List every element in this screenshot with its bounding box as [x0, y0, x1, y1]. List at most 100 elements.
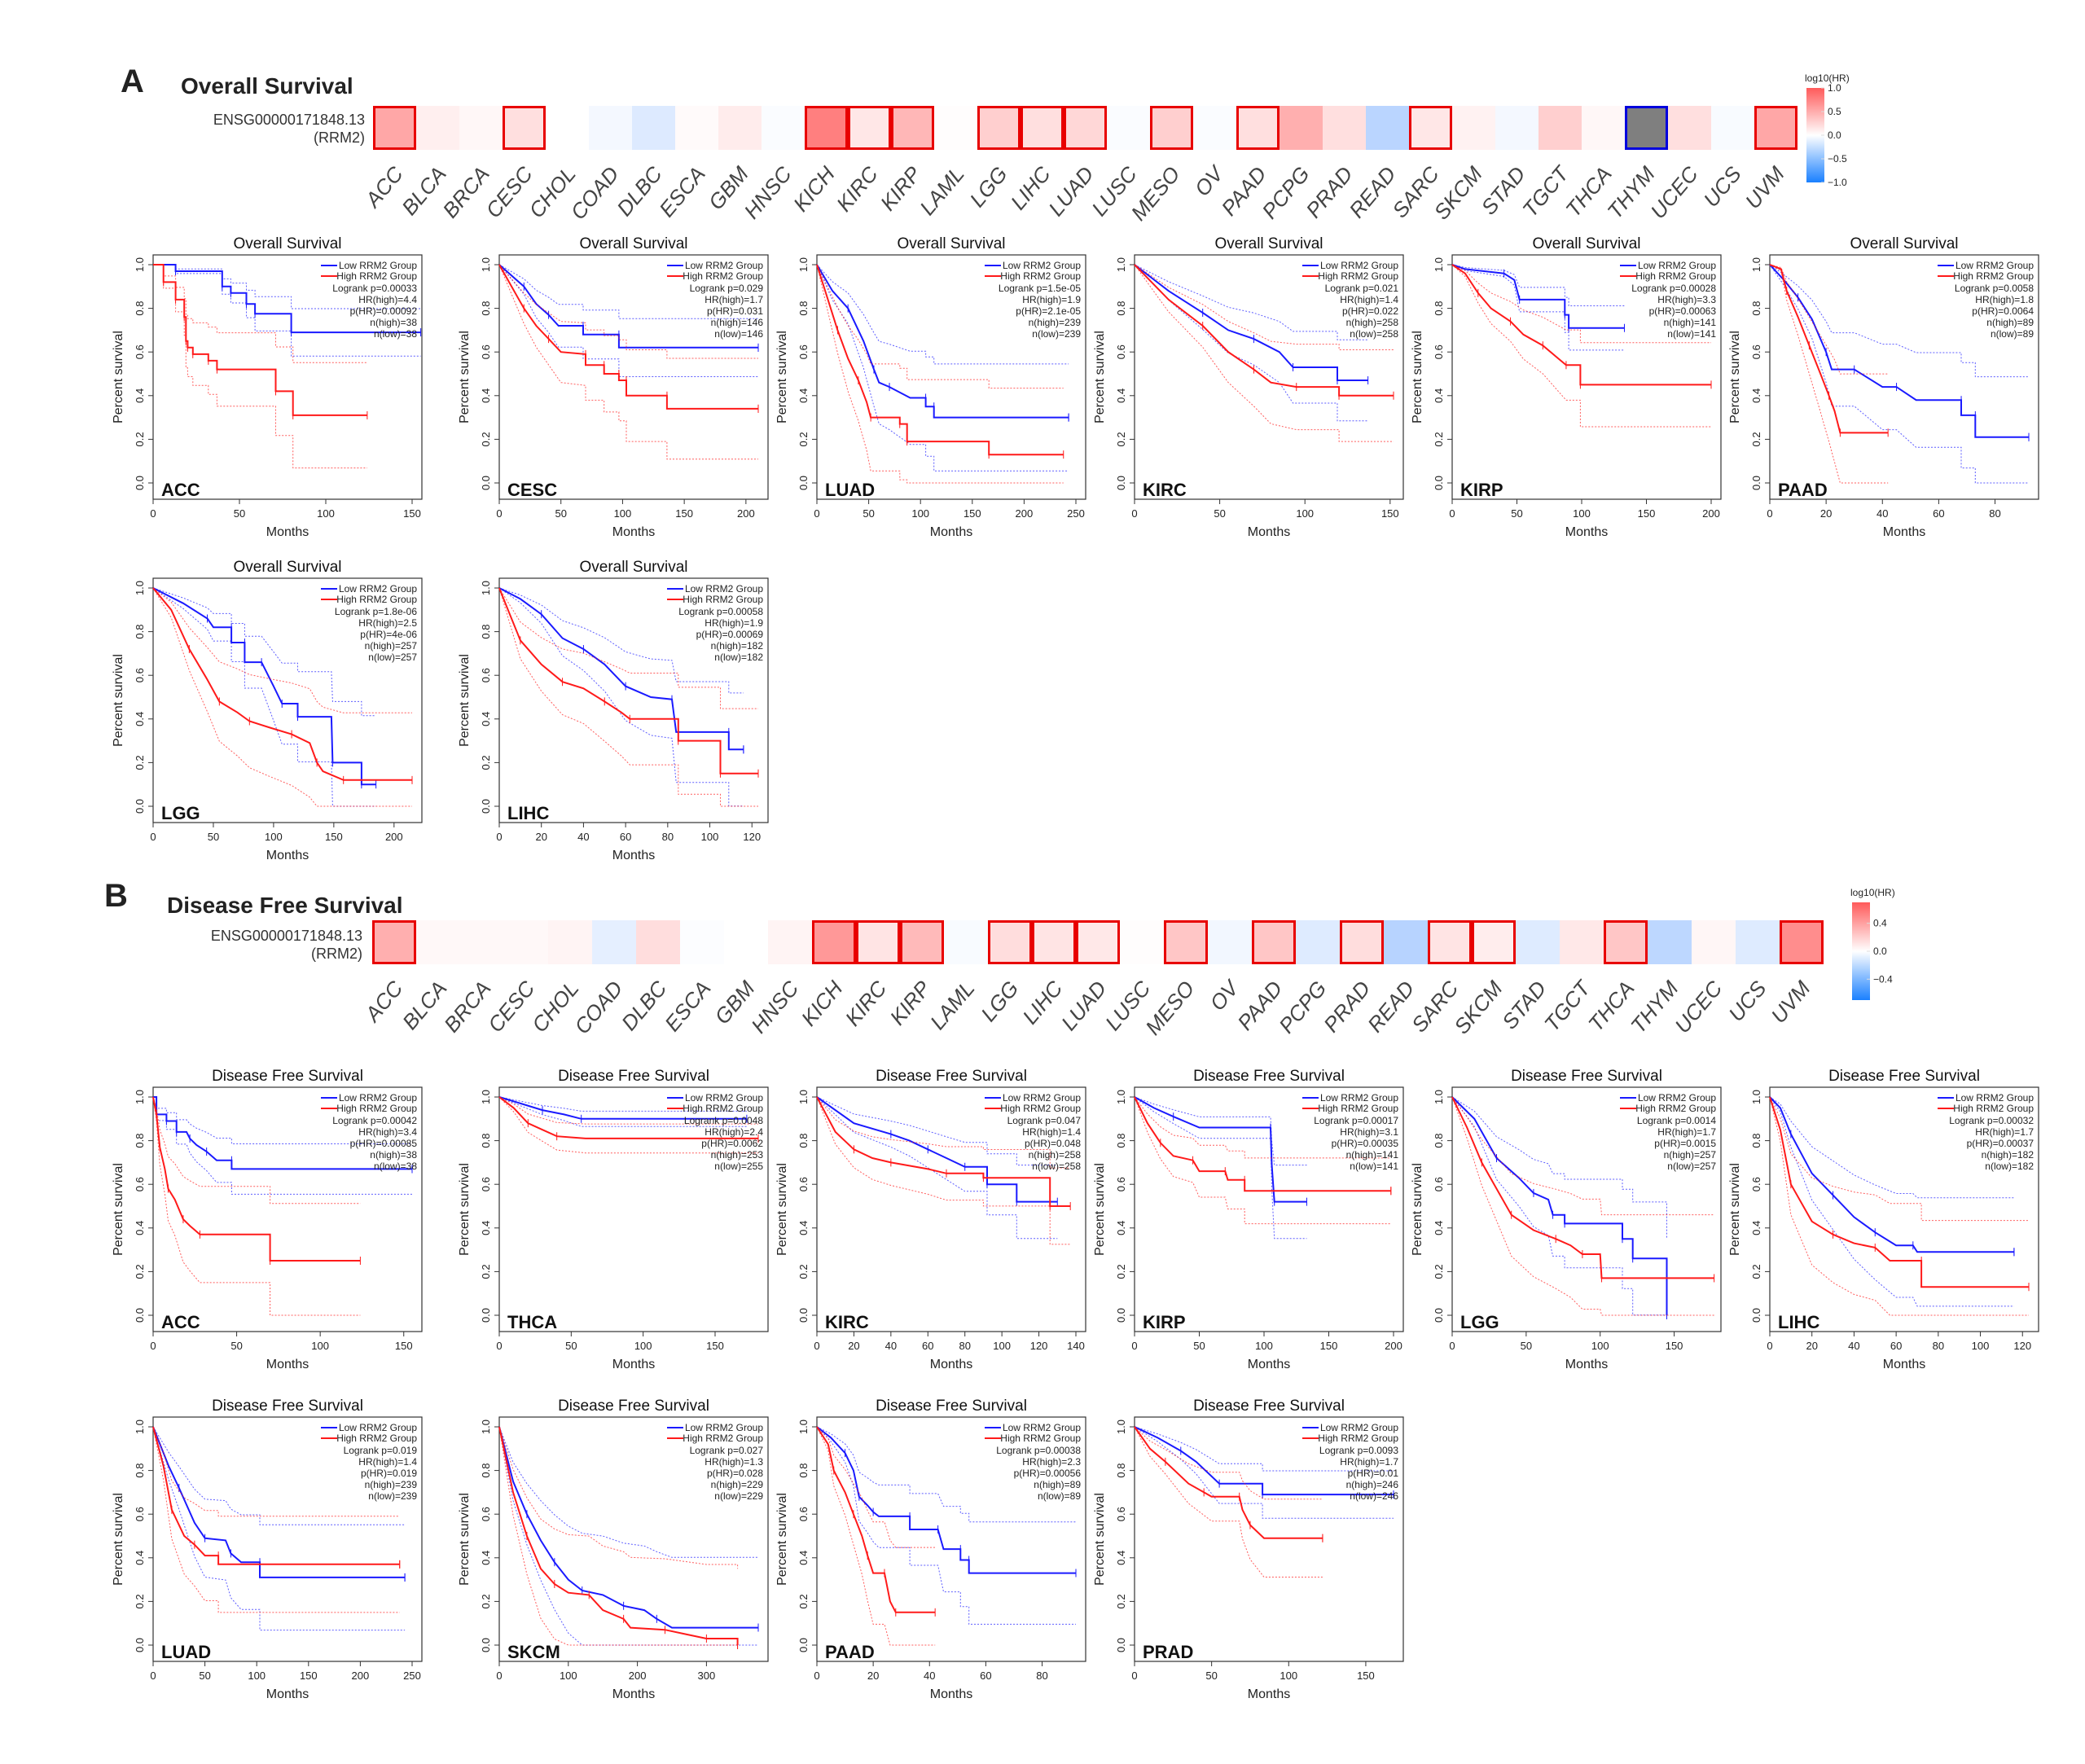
legend-high-label: High RRM2 Group: [1318, 1103, 1398, 1114]
low-group-ci-upper: [1134, 1426, 1394, 1472]
panel-b-letter: B: [104, 878, 128, 914]
stat-nhigh: n(high)=182: [711, 640, 764, 652]
x-tick-label: 50: [234, 507, 245, 520]
x-tick-label: 120: [1030, 1340, 1048, 1352]
heatmap-cell-thca: [1582, 106, 1625, 150]
legend-high-label: High RRM2 Group: [1318, 1433, 1398, 1444]
x-tick-label: 100: [248, 1670, 266, 1682]
x-tick-label: 40: [577, 831, 589, 843]
km-plot-acc: Overall Survival 0.0 0.2 0.4 0.6 0.8 1.0 0 50 100…: [112, 235, 423, 539]
significant-border-meso: [1150, 106, 1193, 150]
km-plot-kirp: Overall Survival 0.0 0.2 0.4 0.6 0.8 1.0 0 50 100…: [1411, 235, 1722, 539]
y-tick-label: 1.0: [480, 581, 492, 595]
cancer-name: SKCM: [507, 1642, 560, 1662]
high-group-ci-upper: [816, 264, 1064, 389]
y-tick-label: 0.4: [1115, 1221, 1127, 1235]
colorbar-tick-label: 0.0: [1828, 129, 1841, 141]
heatmap-cell-lihc: [1021, 106, 1064, 150]
x-axis-label: Months: [266, 1687, 309, 1701]
y-tick-label: 0.8: [1115, 1463, 1127, 1478]
cancer-label: PRAD: [1301, 162, 1357, 223]
stat-nhigh: n(high)=257: [1664, 1149, 1717, 1161]
y-tick-label: 0.6: [1115, 1507, 1127, 1521]
heatmap-cell-laml: [944, 920, 988, 964]
significant-border-thca: [1604, 920, 1648, 964]
cancer-name: ACC: [161, 480, 200, 500]
stat-logrank: Logrank p=0.00042: [332, 1115, 417, 1126]
y-tick-label: 0.4: [1115, 1551, 1127, 1565]
y-tick-label: 0.6: [480, 668, 492, 682]
stat-nlow: n(low)=239: [368, 1490, 417, 1502]
low-group-ci-upper: [1134, 1096, 1307, 1166]
y-tick-label: 0.6: [1433, 1177, 1445, 1191]
y-tick-label: 0.0: [134, 1308, 146, 1323]
stat-nlow: n(low)=229: [714, 1490, 763, 1502]
heatmap-cell-ov: [1208, 920, 1252, 964]
stat-nhigh: n(high)=141: [1664, 317, 1717, 328]
colorbar-tick-label: −0.4: [1873, 973, 1893, 985]
stat-logrank: Logrank p=0.00033: [332, 283, 417, 294]
x-tick-label: 20: [1806, 1340, 1817, 1352]
significant-border-skcm: [1472, 920, 1516, 964]
cancer-label: READ: [1363, 976, 1419, 1038]
x-tick-label: 80: [1989, 507, 2000, 520]
high-group-ci-upper: [1451, 1096, 1714, 1216]
cancer-label: HNSC: [739, 161, 796, 223]
y-tick-label: 0.8: [480, 301, 492, 316]
cancer-label: LGG: [964, 162, 1012, 212]
y-axis-label: Percent survival: [458, 654, 472, 747]
cancer-label: CESC: [483, 976, 540, 1037]
y-tick-label: 0.4: [797, 388, 810, 403]
stat-phr: p(HR)=4e-06: [360, 629, 417, 640]
x-tick-label: 100: [701, 831, 719, 843]
x-axis-label: Months: [612, 1687, 655, 1701]
cancer-name: LUAD: [825, 480, 875, 500]
y-tick-label: 0.0: [134, 1638, 146, 1652]
y-axis-label: Percent survival: [1728, 331, 1742, 423]
y-tick-label: 1.0: [1115, 1420, 1127, 1434]
significant-border-uvm: [1780, 920, 1824, 964]
significant-border-luad: [1064, 106, 1107, 150]
y-tick-label: 0.8: [797, 1463, 810, 1478]
low-group-ci-upper: [1134, 264, 1368, 340]
x-tick-label: 200: [385, 831, 403, 843]
cancer-label: LUAD: [1056, 976, 1112, 1035]
x-axis-label: Months: [266, 525, 309, 539]
x-tick-label: 0: [496, 1670, 502, 1682]
cancer-label: MESO: [1126, 162, 1185, 226]
stat-nhigh: n(high)=246: [1346, 1479, 1399, 1490]
stat-phr: p(HR)=0.022: [1342, 305, 1398, 317]
plot-title: Overall Survival: [233, 235, 341, 252]
y-tick-label: 0.8: [797, 1134, 810, 1148]
y-tick-label: 0.0: [797, 1308, 810, 1323]
significant-border-prad: [1340, 920, 1384, 964]
y-tick-label: 0.8: [1433, 301, 1445, 316]
stat-nlow: n(low)=141: [1667, 328, 1716, 340]
y-tick-label: 0.6: [1750, 344, 1762, 359]
gene-id: ENSG00000171848.13: [213, 112, 365, 128]
x-tick-label: 80: [959, 1340, 970, 1352]
legend-low-label: Low RRM2 Group: [685, 260, 763, 271]
y-tick-label: 0.6: [134, 1177, 146, 1191]
x-axis-label: Months: [1565, 525, 1608, 539]
colorbar-title: log10(HR): [1805, 72, 1850, 84]
stat-nhigh: n(high)=89: [1034, 1479, 1081, 1490]
plot-title: Overall Survival: [1214, 235, 1323, 252]
y-tick-label: 0.0: [480, 1308, 492, 1323]
x-tick-label: 20: [848, 1340, 859, 1352]
high-group-curve: [152, 587, 412, 781]
cancer-label: DLBC: [612, 161, 667, 221]
x-tick-label: 0: [496, 831, 502, 843]
heatmap-cell-read: [1366, 106, 1409, 150]
y-tick-label: 0.8: [134, 1134, 146, 1148]
significant-border-cesc: [503, 106, 546, 150]
plot-title: Overall Survival: [897, 235, 1005, 252]
high-group-curve: [816, 1096, 1071, 1207]
y-tick-label: 0.2: [480, 1264, 492, 1279]
stat-nlow: n(low)=38: [374, 328, 417, 340]
low-group-curve: [152, 587, 376, 786]
colorbar-title: log10(HR): [1850, 887, 1895, 898]
legend-high-label: High RRM2 Group: [683, 594, 763, 605]
stat-logrank: Logrank p=0.0058: [1955, 283, 2034, 294]
x-tick-label: 200: [1016, 507, 1034, 520]
